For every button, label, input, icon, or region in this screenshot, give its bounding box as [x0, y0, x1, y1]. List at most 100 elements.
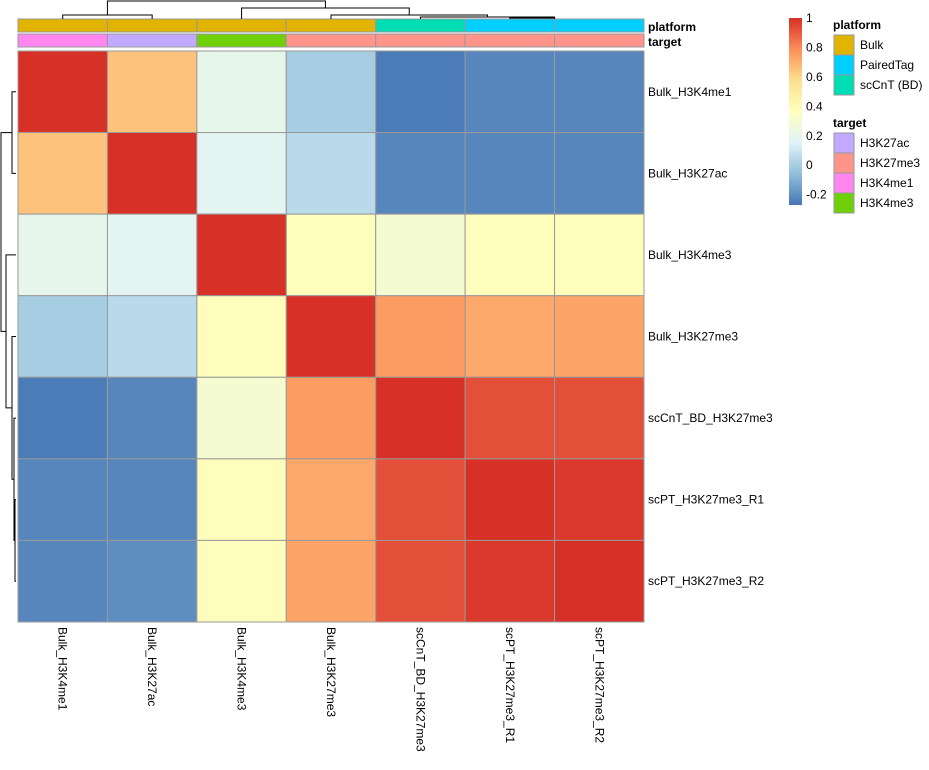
heatmap-cell	[106, 376, 198, 460]
color-scale-tick: 0.6	[806, 70, 823, 84]
heatmap-cell	[196, 132, 287, 215]
column-label: Bulk_H3K4me1	[56, 627, 70, 711]
heatmap-cell	[285, 50, 377, 134]
platform-annotation-cell	[196, 18, 287, 33]
heatmap-cell	[375, 376, 466, 460]
target-annotation-cell	[196, 33, 287, 48]
heatmap-cell	[17, 295, 108, 378]
target-annotation-label: target	[648, 35, 681, 49]
target-legend-label: H3K27me3	[860, 156, 920, 170]
row-label: Bulk_H3K4me1	[648, 85, 732, 99]
heatmap-cell	[375, 539, 466, 623]
row-label: Bulk_H3K27me3	[648, 330, 738, 344]
platform-legend-swatch	[833, 74, 855, 96]
platform-legend-swatch	[833, 54, 855, 76]
target-legend-label: H3K4me1	[860, 176, 914, 190]
platform-legend-label: scCnT (BD)	[860, 78, 922, 92]
heatmap-cell	[554, 539, 645, 623]
column-label: scPT_H3K27me3_R1	[503, 627, 517, 743]
heatmap-cell	[554, 213, 645, 297]
heatmap-cell	[17, 132, 108, 215]
column-label: Bulk_H3K27ac	[145, 627, 159, 706]
row-label: Bulk_H3K27ac	[648, 166, 727, 180]
heatmap-cell	[554, 295, 645, 378]
heatmap-cell	[196, 50, 287, 134]
heatmap-cell	[375, 295, 466, 378]
target-legend-label: H3K4me3	[860, 196, 914, 210]
target-legend-title: target	[833, 116, 866, 130]
column-dendrogram-branch	[106, 0, 326, 15]
target-annotation-cell	[285, 33, 377, 48]
target-legend-swatch	[833, 152, 855, 174]
column-dendrogram-branch	[62, 14, 153, 19]
target-legend-swatch	[833, 132, 855, 154]
heatmap-cell	[106, 295, 198, 378]
column-label: Bulk_H3K27me3	[324, 627, 338, 717]
heatmap-cell	[196, 295, 287, 378]
heatmap-cell	[17, 376, 108, 460]
heatmap-cell	[285, 458, 377, 541]
heatmap-cell	[464, 132, 556, 215]
heatmap-cell	[285, 376, 377, 460]
heatmap-cell	[196, 539, 287, 623]
platform-annotation-cell	[464, 18, 556, 33]
heatmap-cell	[106, 213, 198, 297]
platform-legend-label: Bulk	[860, 38, 884, 52]
heatmap-cell	[106, 539, 198, 623]
heatmap-cell	[285, 295, 377, 378]
row-dendrogram-branch	[14, 499, 16, 582]
column-label: Bulk_H3K4me3	[235, 627, 249, 711]
target-legend-swatch	[833, 192, 855, 214]
heatmap-cell	[17, 539, 108, 623]
color-scale-tick: 0.8	[806, 40, 823, 54]
heatmap-cell	[285, 132, 377, 215]
color-scale-tick: 0.2	[806, 129, 823, 143]
heatmap-cell	[285, 539, 377, 623]
heatmap-cell	[106, 50, 198, 134]
heatmap-cell	[375, 458, 466, 541]
row-label: scPT_H3K27me3_R2	[648, 574, 764, 588]
platform-annotation-cell	[106, 18, 198, 33]
heatmap-cell	[17, 458, 108, 541]
heatmap-cell	[464, 50, 556, 134]
heatmap-cell	[375, 50, 466, 134]
row-label: scPT_H3K27me3_R1	[648, 493, 764, 507]
platform-annotation-cell	[17, 18, 108, 33]
heatmap-cell	[375, 132, 466, 215]
platform-annotation-cell	[554, 18, 645, 33]
platform-annotation-cell	[375, 18, 466, 33]
heatmap-cell	[554, 132, 645, 215]
target-annotation-cell	[464, 33, 556, 48]
heatmap-cell	[196, 376, 287, 460]
target-annotation-cell	[106, 33, 198, 48]
target-legend-label: H3K27ac	[860, 136, 909, 150]
heatmap-cell	[196, 458, 287, 541]
target-annotation-cell	[375, 33, 466, 48]
heatmap-cell	[554, 376, 645, 460]
heatmap-cell	[554, 458, 645, 541]
heatmap-cell	[464, 539, 556, 623]
row-label: Bulk_H3K4me3	[648, 248, 732, 262]
color-scale-tick: 0	[806, 158, 813, 172]
column-dendrogram-branch	[509, 17, 556, 19]
heatmap-cell	[285, 213, 377, 297]
color-scale-tick: 1	[806, 11, 813, 25]
platform-annotation-label: platform	[648, 20, 696, 34]
heatmap-cell	[464, 295, 556, 378]
platform-annotation-cell	[285, 18, 377, 33]
heatmap-cell	[196, 213, 287, 297]
color-scale-tick: -0.2	[806, 188, 827, 202]
platform-legend-label: PairedTag	[860, 58, 914, 72]
heatmap-cell	[464, 213, 556, 297]
platform-legend-title: platform	[833, 18, 881, 32]
target-legend-swatch	[833, 172, 855, 194]
target-annotation-cell	[17, 33, 108, 48]
column-dendrogram-branch	[241, 7, 410, 19]
color-scale-bar	[789, 18, 802, 205]
row-label: scCnT_BD_H3K27me3	[648, 411, 773, 425]
heatmap-cell	[375, 213, 466, 297]
heatmap-cell	[106, 458, 198, 541]
column-label: scPT_H3K27me3_R2	[592, 627, 606, 743]
